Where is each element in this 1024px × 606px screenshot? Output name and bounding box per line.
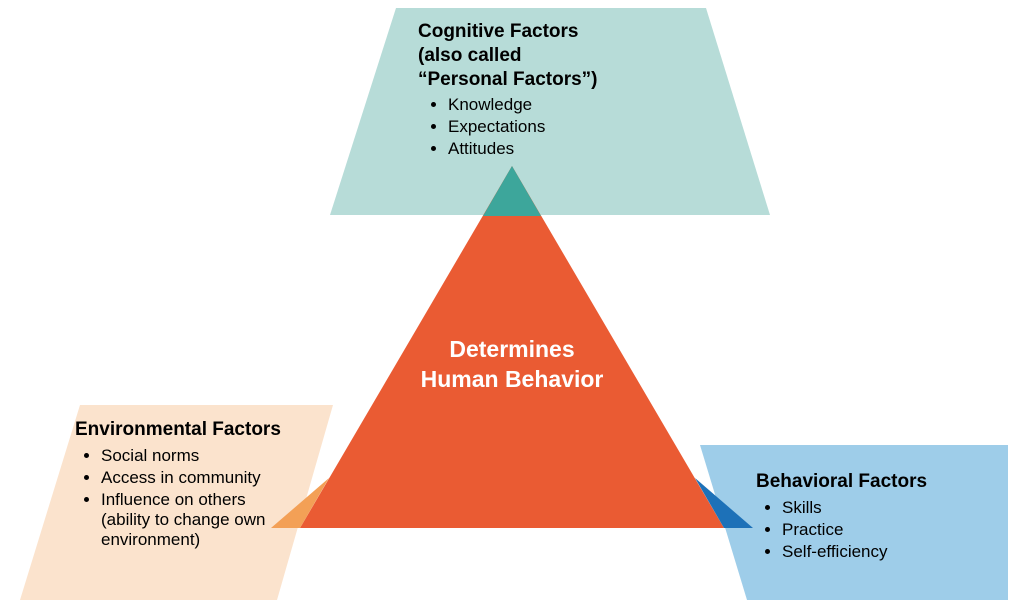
list-item: Knowledge bbox=[448, 95, 598, 115]
behavioral-factors-title: Behavioral Factors bbox=[756, 470, 927, 494]
list-item: Skills bbox=[782, 498, 927, 518]
behavioral-factors-list: SkillsPracticeSelf-efficiency bbox=[756, 498, 927, 562]
list-item: Expectations bbox=[448, 117, 598, 137]
list-item: Social norms bbox=[101, 446, 281, 466]
environmental-factors-list: Social normsAccess in communityInfluence… bbox=[75, 446, 281, 550]
environmental-factors-block: Environmental Factors Social normsAccess… bbox=[75, 418, 281, 552]
list-item: Self-efficiency bbox=[782, 542, 927, 562]
center-line2: Human Behavior bbox=[362, 365, 662, 395]
list-item: Influence on others(ability to change ow… bbox=[101, 490, 281, 550]
center-line1: Determines bbox=[362, 335, 662, 365]
list-item: Practice bbox=[782, 520, 927, 540]
list-item: Attitudes bbox=[448, 139, 598, 159]
behavioral-factors-block: Behavioral Factors SkillsPracticeSelf-ef… bbox=[756, 470, 927, 564]
cognitive-factors-title: Cognitive Factors(also called“Personal F… bbox=[418, 20, 598, 91]
center-label: Determines Human Behavior bbox=[362, 335, 662, 395]
cognitive-factors-block: Cognitive Factors(also called“Personal F… bbox=[418, 20, 598, 161]
list-item: Access in community bbox=[101, 468, 281, 488]
environmental-factors-title: Environmental Factors bbox=[75, 418, 281, 442]
cognitive-factors-list: KnowledgeExpectationsAttitudes bbox=[418, 95, 598, 159]
